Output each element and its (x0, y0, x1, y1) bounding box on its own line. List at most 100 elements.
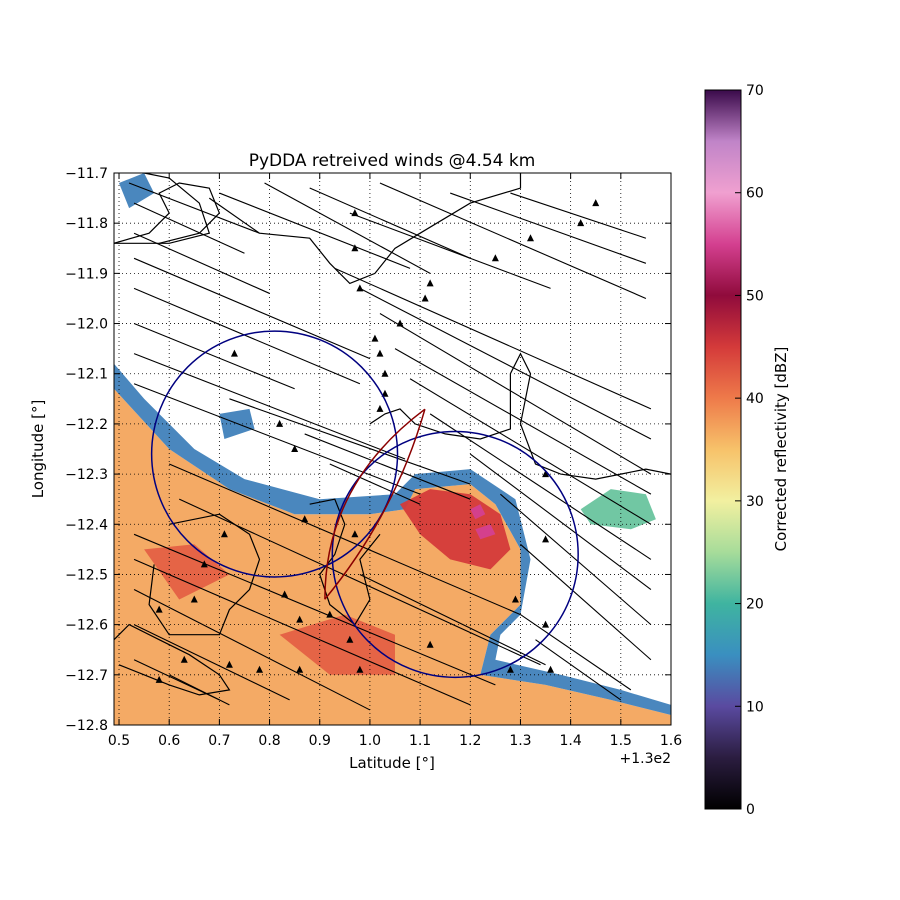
wind-arrow (296, 615, 304, 623)
x-tick-label: 0.7 (208, 733, 230, 749)
streamline (133, 257, 371, 360)
x-axis-offset: +1.3e2 (619, 751, 671, 767)
wind-arrow (376, 404, 384, 412)
x-tick-label: 1.1 (409, 733, 431, 749)
wind-arrow (421, 294, 429, 302)
x-tick-label: 1.3 (509, 733, 531, 749)
colorbar-gradient (704, 89, 742, 810)
wind-arrow (281, 590, 289, 598)
dual-doppler-lobe-west (324, 408, 426, 600)
coastline (114, 182, 221, 244)
streamline (334, 267, 652, 410)
streamline (304, 433, 471, 500)
wind-arrow (351, 530, 359, 538)
colorbar-ticks: 0 10 20 30 40 50 60 70 (735, 83, 764, 818)
range-ring-radar2 (331, 430, 579, 679)
streamline (133, 287, 361, 385)
wind-arrow (526, 234, 534, 242)
colorbar-tick-label: 0 (746, 802, 755, 818)
streamline (520, 614, 632, 691)
wind-arrow (200, 560, 208, 568)
wind-arrow (296, 665, 304, 673)
x-tick-label: 0.6 (158, 733, 180, 749)
streamline (394, 348, 652, 495)
wind-arrow (291, 445, 299, 452)
range-ring-radar1 (150, 330, 399, 578)
wind-arrow (356, 665, 364, 673)
streamline (168, 674, 230, 706)
dual-doppler-lobe-east (324, 408, 426, 600)
streamline (359, 287, 652, 440)
wind-arrow (506, 665, 514, 673)
reflectivity-high-core-1 (470, 504, 486, 520)
streamline (379, 182, 647, 299)
wind-arrow (155, 675, 163, 683)
wind-arrow (190, 595, 198, 603)
y-tick-label: −11.9 (65, 266, 108, 282)
wind-arrow (276, 419, 284, 427)
colorbar-tick-label: 30 (746, 494, 764, 510)
streamline (469, 453, 652, 590)
wind-arrow (220, 530, 228, 538)
streamline (133, 533, 496, 686)
wind-arrow (371, 334, 379, 342)
streamlines (128, 182, 652, 711)
wind-arrow (491, 254, 499, 262)
streamline (133, 323, 295, 390)
colorbar: 0 10 20 30 40 50 60 70 Corrected reflectivity [… (704, 83, 790, 818)
streamline (429, 413, 652, 560)
wind-arrow (225, 660, 233, 668)
y-tick-label: −12.1 (65, 367, 108, 383)
y-tick-label: −12.8 (65, 718, 108, 734)
x-tick-label: 0.8 (258, 733, 280, 749)
x-tick-label: 1.6 (660, 733, 682, 749)
streamline (329, 463, 421, 505)
streamline (349, 212, 551, 289)
reflectivity-east-cell (580, 489, 656, 530)
wind-arrow (351, 244, 359, 252)
grid-lines (114, 173, 671, 725)
streamline (359, 573, 546, 666)
colorbar-tick-label: 70 (746, 83, 764, 99)
y-tick-label: −11.7 (65, 166, 108, 182)
streamline (409, 378, 652, 525)
streamline (510, 192, 647, 239)
plot-frame (113, 172, 672, 726)
plot-area: 0.5 0.6 0.7 0.8 0.9 1.0 1.1 1.2 1.3 1.4 1.5 1.6 −11… (65, 166, 682, 749)
y-axis-ticks: −11.7 −11.8 −11.9 −12.0 −12.1 −12.2 −12.3 −12.4… (65, 166, 671, 734)
reflectivity-storm-core (400, 489, 511, 570)
colorbar-tick-label: 20 (746, 597, 764, 613)
coastline (369, 352, 671, 480)
coastline (114, 623, 231, 696)
wind-arrow (577, 219, 585, 227)
wind-arrow (396, 319, 404, 327)
reflectivity-field (114, 173, 671, 725)
wind-arrow (426, 279, 434, 287)
colorbar-tick-label: 10 (746, 699, 764, 715)
x-tick-label: 1.5 (610, 733, 632, 749)
streamline (229, 398, 471, 485)
y-tick-label: −12.0 (65, 317, 108, 333)
streamline (133, 202, 245, 254)
streamline (309, 187, 471, 259)
wind-arrow (376, 349, 384, 357)
streamline (520, 543, 652, 661)
wind-arrow (592, 199, 600, 207)
y-axis-label: Longitude [°] (29, 400, 47, 499)
wind-arrow (301, 515, 309, 523)
wind-arrow (356, 284, 364, 292)
y-tick-label: −12.5 (65, 567, 108, 583)
coastline (208, 173, 522, 285)
y-tick-label: −12.7 (65, 668, 108, 684)
streamline (133, 558, 471, 706)
y-tick-label: −11.8 (65, 216, 108, 232)
reflectivity-coastal-band (114, 388, 671, 725)
wind-arrow (155, 605, 163, 613)
wind-arrow (351, 209, 359, 217)
wind-arrow (230, 349, 238, 357)
streamline (264, 182, 431, 274)
streamline (179, 498, 541, 666)
streamline (379, 313, 652, 475)
streamline (133, 589, 371, 711)
